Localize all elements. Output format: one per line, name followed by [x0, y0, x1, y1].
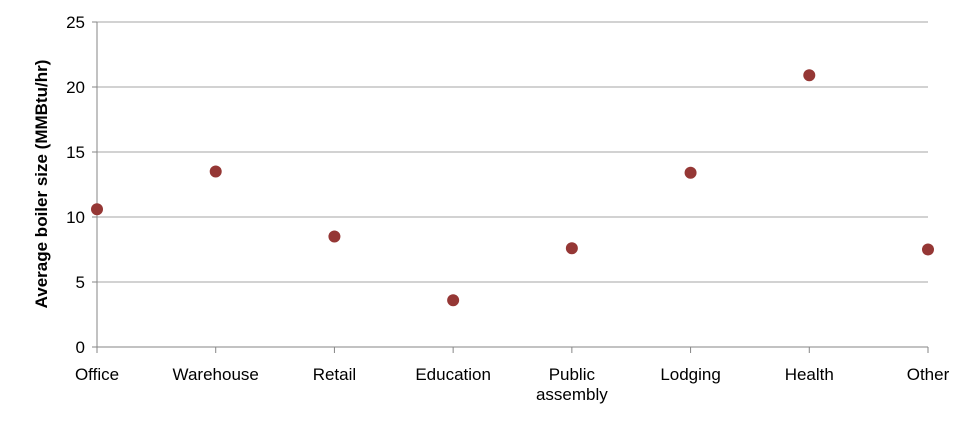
- data-point-public-assembly: [565, 242, 578, 255]
- y-tick-label: 20: [66, 78, 85, 97]
- x-tick-label: Warehouse: [173, 365, 259, 384]
- x-tick-label-line: Health: [785, 365, 834, 384]
- data-point-office: [91, 203, 103, 216]
- x-tick-label: Retail: [313, 365, 356, 384]
- x-tick-label: Other: [907, 365, 950, 384]
- x-tick-label: Health: [785, 365, 834, 384]
- x-tick-label-line: Warehouse: [173, 365, 259, 384]
- data-point-retail: [328, 230, 341, 243]
- data-point-warehouse: [209, 165, 222, 178]
- y-tick-label: 10: [66, 208, 85, 227]
- x-tick-label-line: Retail: [313, 365, 356, 384]
- x-tick-label-line: assembly: [536, 385, 608, 404]
- data-point-health: [803, 69, 816, 82]
- x-tick-label-line: Lodging: [660, 365, 721, 384]
- y-tick-label: 25: [66, 13, 85, 32]
- y-axis-label: Average boiler size (MMBtu/hr): [32, 60, 51, 309]
- x-tick-label: Public assembly: [536, 365, 608, 404]
- x-tick-label: Education: [415, 365, 491, 384]
- gridlines: [97, 21, 928, 283]
- x-tick-label-line: Other: [907, 365, 950, 384]
- x-tick-label: Lodging: [660, 365, 721, 384]
- axes: [92, 21, 929, 353]
- data-point-lodging: [684, 166, 697, 179]
- y-tick-labels: 0 5 10 15 20 25: [66, 13, 85, 357]
- x-tick-label-line: Public: [549, 365, 596, 384]
- y-tick-label: 15: [66, 143, 85, 162]
- y-tick-label: 0: [76, 338, 85, 357]
- x-tick-label-line: Education: [415, 365, 491, 384]
- x-tick-label: Office: [75, 365, 119, 384]
- y-tick-label: 5: [76, 273, 85, 292]
- data-point-other: [922, 243, 934, 256]
- x-tick-labels: Office Warehouse Retail Education Public asse…: [75, 365, 950, 404]
- data-point-education: [447, 294, 460, 307]
- data-points: [91, 69, 934, 307]
- x-tick-label-line: Office: [75, 365, 119, 384]
